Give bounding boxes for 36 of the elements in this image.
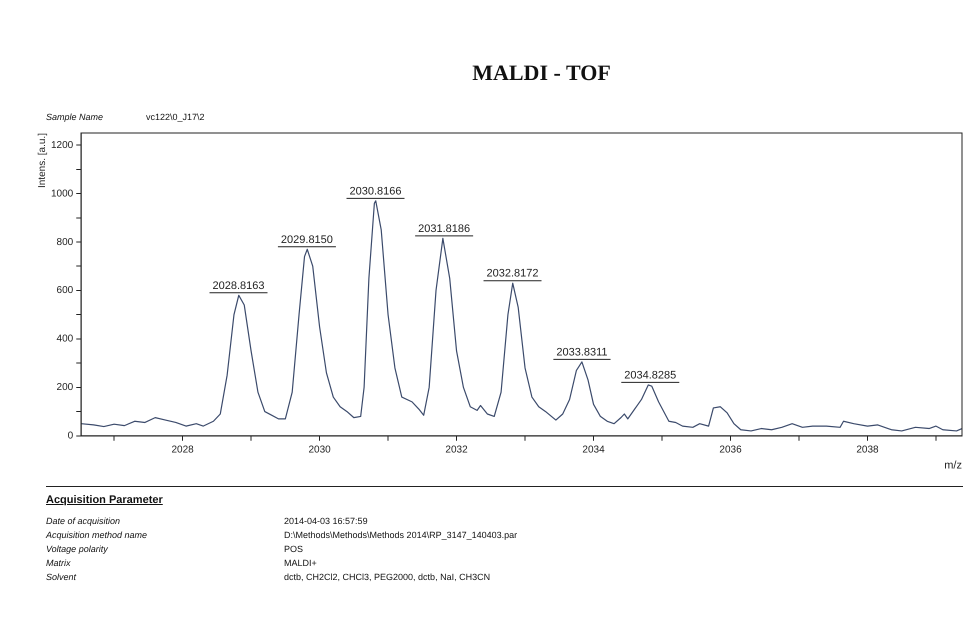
- annotation: 2030.8166: [350, 185, 402, 198]
- annotation: 2029.8150: [280, 234, 333, 246]
- text: 2014-04-03 16:57:59: [284, 516, 368, 526]
- text: Acquisition method name: [46, 530, 148, 540]
- text: Sample Name: [46, 112, 104, 122]
- text: Date of acquisition: [46, 516, 120, 526]
- y-tick-label: 1200: [50, 140, 74, 151]
- text: Solvent: [46, 572, 76, 582]
- annotation: 2032.8172: [486, 268, 539, 280]
- x-tick-label: 2030: [308, 444, 332, 456]
- y-axis-title: Intens. [a.u.]: [36, 132, 48, 188]
- y-tick-label: 200: [56, 382, 74, 394]
- text: POS: [284, 544, 304, 554]
- x-tick-label: 2036: [719, 444, 742, 456]
- annotation: 2034.8285: [624, 369, 676, 382]
- text: MALDI+: [284, 558, 317, 568]
- annotation: 2028.8163: [212, 280, 265, 292]
- y-tick-label: 1000: [50, 188, 74, 200]
- x-tick-label: 2032: [445, 444, 468, 456]
- text: dctb, CH2Cl2, CHCl3, PEG2000, dctb, NaI, CH3CN: [284, 572, 490, 582]
- text: vc122\0_J17\2: [146, 112, 205, 122]
- y-tick-label: 0: [68, 430, 74, 442]
- text: Matrix: [46, 558, 70, 568]
- x-tick-label: 2028: [171, 444, 194, 456]
- text: Acquisition Parameter: [46, 494, 163, 506]
- x-tick-label: 2038: [856, 444, 880, 456]
- y-tick-label: 800: [56, 236, 74, 248]
- annotation: 2031.8186: [418, 222, 470, 235]
- annotation: 2033.8311: [556, 346, 608, 358]
- text: D:\Methods\Methods\Methods 2014\RP_3147_140403.par: [284, 530, 518, 540]
- y-tick-label: 400: [56, 334, 74, 345]
- x-axis-title: m/z: [944, 459, 962, 472]
- text: Voltage polarity: [46, 544, 108, 554]
- x-tick-label: 2034: [582, 444, 606, 456]
- chart-title: MALDI - TOF: [471, 60, 612, 86]
- y-tick-label: 600: [56, 285, 74, 296]
